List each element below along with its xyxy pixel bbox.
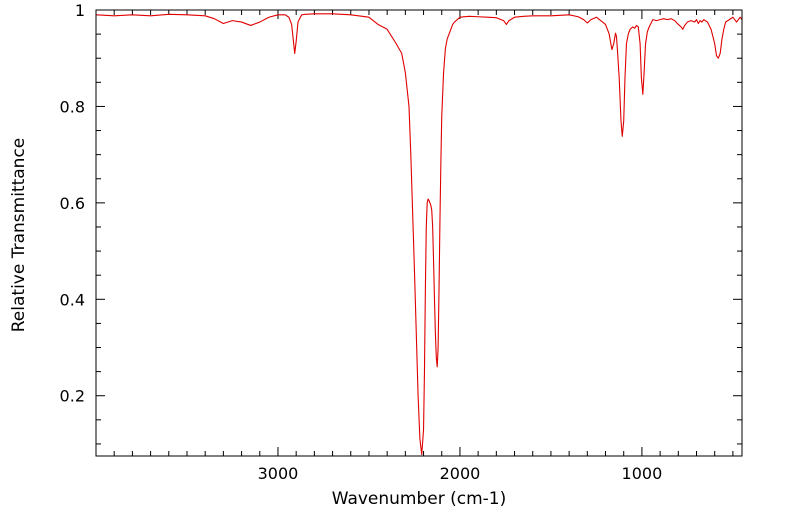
axis-ticks bbox=[96, 9, 742, 456]
series-layer bbox=[95, 13, 743, 456]
axis-tick-labels: 3000 2000 1000 0.2 0.4 0.6 0.8 1 bbox=[60, 1, 663, 483]
x-tick-label: 1000 bbox=[622, 464, 663, 483]
y-tick-label: 1 bbox=[75, 1, 85, 20]
x-axis-title: Wavenumber (cm-1) bbox=[332, 489, 507, 509]
spectrum-series-line bbox=[95, 13, 743, 456]
y-axis-title: Relative Transmittance bbox=[9, 138, 29, 333]
y-tick-label: 0.4 bbox=[60, 290, 85, 309]
plot-frame bbox=[95, 9, 743, 457]
x-tick-label: 2000 bbox=[440, 464, 481, 483]
y-tick-label: 0.2 bbox=[60, 387, 85, 406]
y-tick-label: 0.6 bbox=[60, 194, 85, 213]
x-tick-label: 3000 bbox=[258, 464, 299, 483]
y-tick-label: 0.8 bbox=[60, 97, 85, 116]
